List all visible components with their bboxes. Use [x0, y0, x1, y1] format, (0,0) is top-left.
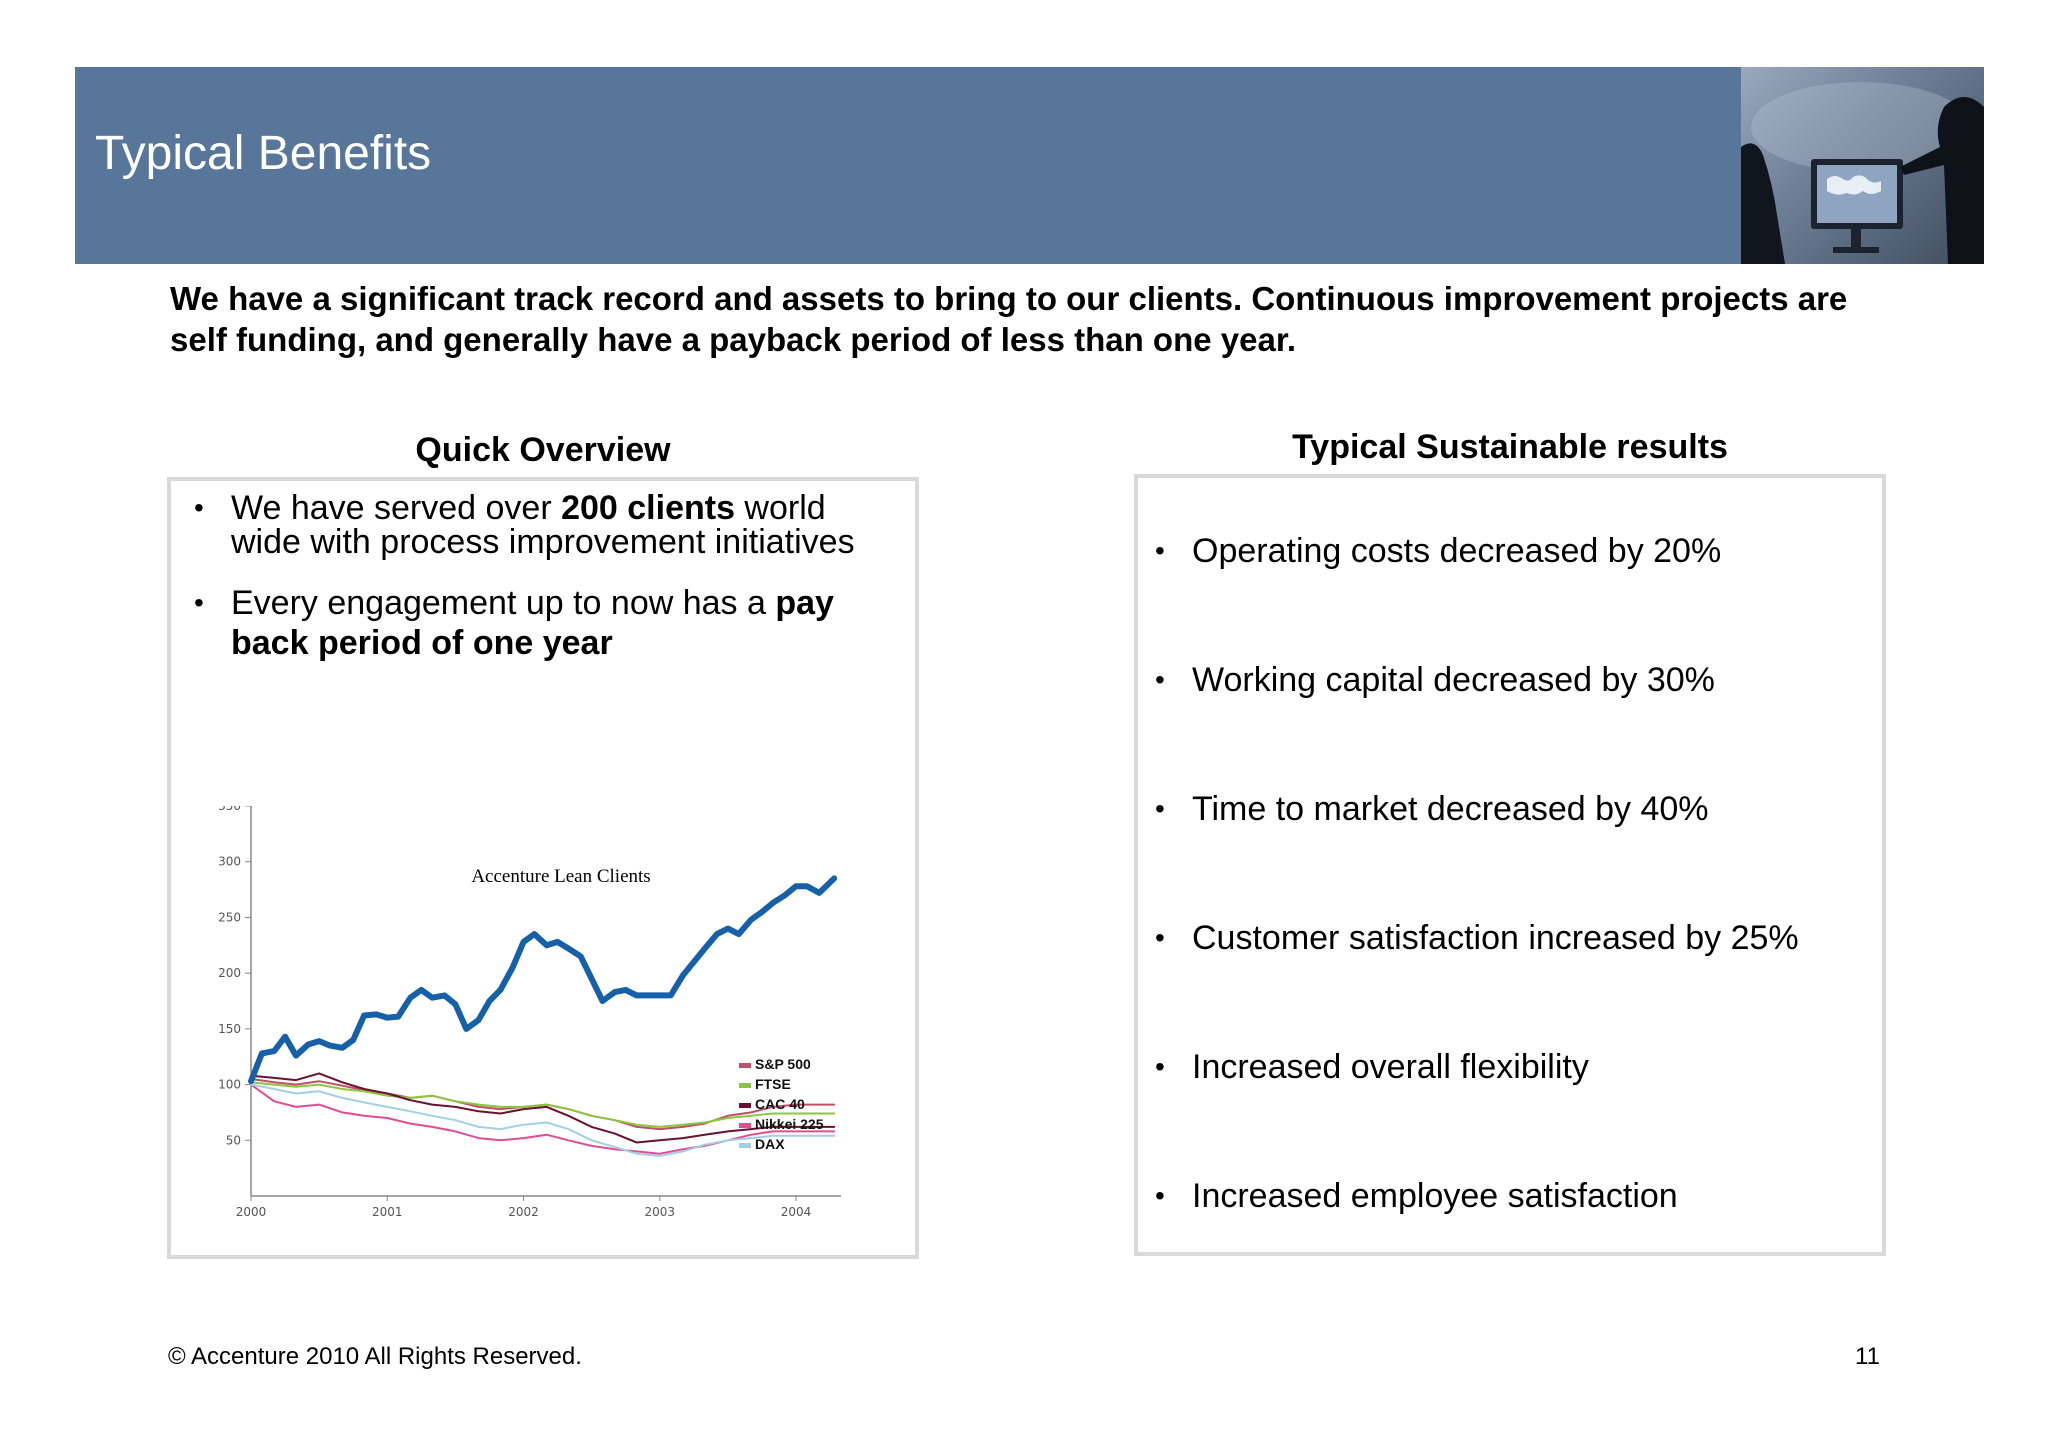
- quick-overview-panel: • We have served over 200 clients world …: [167, 477, 919, 1259]
- bullet-icon: •: [194, 587, 204, 618]
- y-tick-label: 350: [218, 806, 241, 813]
- bullet-icon: •: [1155, 1180, 1165, 1211]
- x-tick-label: 2004: [781, 1205, 812, 1219]
- legend-swatch: [739, 1063, 751, 1068]
- y-tick-label: 50: [226, 1133, 241, 1147]
- x-ticks: 2000 2001 2002 2003 2004: [236, 1196, 812, 1219]
- legend-swatch: [739, 1123, 751, 1128]
- intro-text: We have a significant track record and a…: [170, 280, 1848, 358]
- legend-label: S&P 500: [755, 1056, 811, 1072]
- chart-legend: S&P 500 FTSE CAC 40 Nikkei 225 DAX: [739, 1056, 824, 1152]
- legend-label: Nikkei 225: [755, 1116, 824, 1132]
- bullet-icon: •: [1155, 535, 1165, 566]
- performance-chart: 50 100 150 200 250 300 350 2000 2001 2002 2003 200…: [191, 799, 1061, 1226]
- y-ticks: 50 100 150 200 250 300 350: [218, 799, 251, 1147]
- series-line-cac-40: [250, 1072, 836, 1144]
- x-tick-label: 2002: [508, 1205, 539, 1219]
- legend-label: FTSE: [755, 1076, 791, 1092]
- list-item: • Operating costs decreased by 20%: [1155, 532, 1722, 570]
- x-tick-label: 2003: [645, 1205, 676, 1219]
- quick-overview-heading: Quick Overview: [415, 431, 671, 469]
- y-tick-label: 300: [218, 855, 241, 869]
- list-item: • Working capital decreased by 30%: [1155, 661, 1715, 699]
- sustainable-results-heading: Typical Sustainable results: [1292, 428, 1728, 466]
- list-item: • Increased overall flexibility: [1155, 1048, 1589, 1086]
- list-item: • Time to market decreased by 40%: [1155, 790, 1709, 828]
- series-line-ftse: [250, 1081, 836, 1128]
- legend-swatch: [739, 1103, 751, 1108]
- series-line-accenture-lean-clients: [248, 875, 838, 1085]
- sustainable-results-panel: • Operating costs decreased by 20% • Worki…: [1134, 474, 1886, 1256]
- y-tick-label: 200: [218, 966, 241, 980]
- page-number: 11: [1855, 1343, 1880, 1370]
- copyright-notice: © Accenture 2010 All Rights Reserved.: [168, 1343, 582, 1370]
- bullet-icon: •: [194, 492, 204, 523]
- x-tick-label: 2001: [372, 1205, 403, 1219]
- list-item: • Customer satisfaction increased by 25%: [1155, 919, 1799, 957]
- bullet-icon: •: [1155, 793, 1165, 824]
- y-tick-label: 100: [218, 1078, 241, 1092]
- header-photo: [1741, 67, 1984, 264]
- bullet-icon: •: [1155, 922, 1165, 953]
- legend-swatch: [739, 1083, 751, 1088]
- overview-list: • We have served over 200 clients world …: [194, 489, 891, 687]
- list-item: • Every engagement up to now has a pay b…: [194, 584, 834, 662]
- list-item: • Increased employee satisfaction: [1155, 1177, 1678, 1215]
- list-item: • We have served over 200 clients world …: [194, 489, 855, 561]
- bullet-icon: •: [1155, 1051, 1165, 1082]
- series-line-nikkei-225: [250, 1083, 836, 1155]
- bullet-icon: •: [1155, 664, 1165, 695]
- legend-label: DAX: [755, 1136, 785, 1152]
- series-line-dax: [250, 1083, 836, 1157]
- chart-annotation: Accenture Lean Clients: [471, 866, 650, 887]
- y-tick-label: 250: [218, 910, 241, 924]
- series-lines: [248, 875, 838, 1157]
- legend-swatch: [739, 1143, 751, 1148]
- x-tick-label: 2000: [236, 1205, 267, 1219]
- header-band: [75, 67, 1741, 264]
- legend-label: CAC 40: [755, 1096, 805, 1112]
- y-tick-label: 150: [218, 1022, 241, 1036]
- slide-title: Typical Benefits: [95, 127, 432, 180]
